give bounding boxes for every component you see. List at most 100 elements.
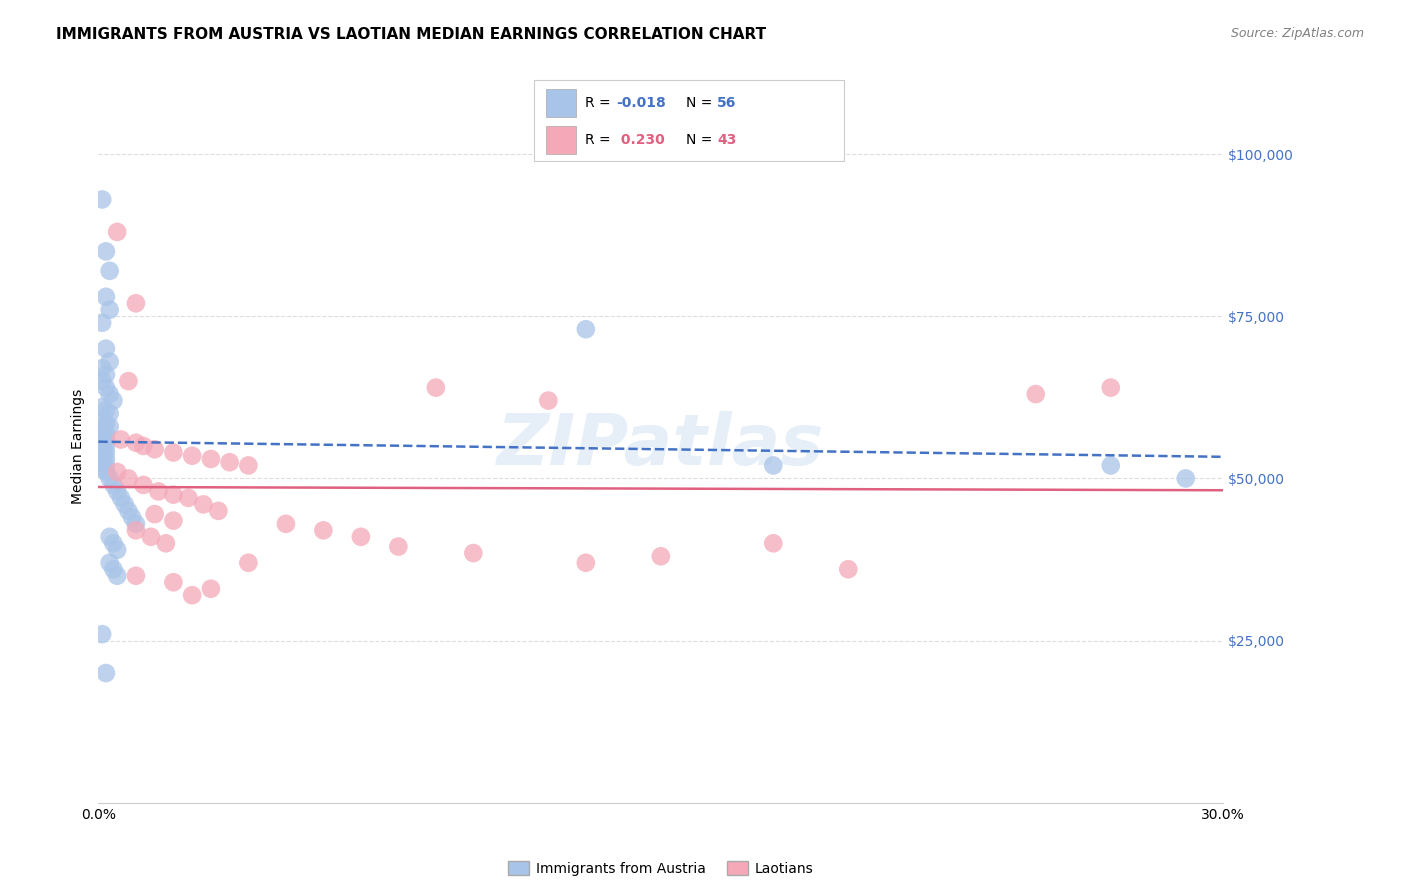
Point — [91, 423, 114, 437]
Point — [125, 516, 148, 531]
Point — [98, 419, 121, 434]
Point — [132, 478, 155, 492]
Point — [98, 556, 121, 570]
Point — [94, 452, 117, 467]
Point — [94, 403, 117, 417]
Point — [117, 471, 139, 485]
Point — [103, 562, 125, 576]
Point — [155, 536, 177, 550]
Point — [91, 449, 114, 463]
Point — [91, 455, 114, 469]
Point — [207, 504, 229, 518]
Point — [193, 497, 215, 511]
Text: N =: N = — [686, 96, 717, 110]
Point — [238, 458, 260, 473]
Point — [91, 429, 114, 443]
Point — [105, 484, 128, 499]
Point — [94, 458, 117, 473]
Point — [91, 316, 114, 330]
Point — [91, 193, 114, 207]
Point — [312, 524, 335, 538]
Point — [162, 488, 184, 502]
Point — [94, 666, 117, 681]
Point — [94, 445, 117, 459]
Point — [143, 507, 166, 521]
Point — [200, 582, 222, 596]
Point — [1174, 471, 1197, 485]
Point — [94, 381, 117, 395]
Point — [117, 504, 139, 518]
Point — [103, 536, 125, 550]
Point — [91, 450, 114, 465]
Point — [1099, 458, 1122, 473]
Point — [91, 413, 114, 427]
Y-axis label: Median Earnings: Median Earnings — [70, 388, 84, 504]
Point — [110, 433, 132, 447]
Point — [91, 461, 114, 475]
Point — [181, 449, 204, 463]
Point — [91, 442, 114, 457]
Point — [94, 417, 117, 431]
Point — [132, 439, 155, 453]
Point — [117, 374, 139, 388]
Point — [181, 588, 204, 602]
Point — [350, 530, 373, 544]
Point — [200, 452, 222, 467]
Point — [91, 435, 114, 450]
Point — [425, 381, 447, 395]
Point — [837, 562, 859, 576]
Point — [125, 524, 148, 538]
Point — [94, 425, 117, 440]
Point — [1025, 387, 1047, 401]
Point — [274, 516, 297, 531]
Point — [148, 484, 170, 499]
Point — [94, 433, 117, 447]
Text: -0.018: -0.018 — [616, 96, 665, 110]
Text: 56: 56 — [717, 96, 737, 110]
Point — [650, 549, 672, 564]
Point — [98, 387, 121, 401]
Point — [91, 374, 114, 388]
Point — [94, 465, 117, 479]
Point — [94, 290, 117, 304]
Point — [575, 322, 598, 336]
Point — [98, 264, 121, 278]
Point — [218, 455, 240, 469]
Point — [537, 393, 560, 408]
Point — [114, 497, 136, 511]
Text: IMMIGRANTS FROM AUSTRIA VS LAOTIAN MEDIAN EARNINGS CORRELATION CHART: IMMIGRANTS FROM AUSTRIA VS LAOTIAN MEDIA… — [56, 27, 766, 42]
Point — [98, 302, 121, 317]
Point — [105, 225, 128, 239]
Point — [162, 575, 184, 590]
Text: ZIPatlas: ZIPatlas — [498, 411, 824, 481]
Point — [91, 447, 114, 461]
Text: N =: N = — [686, 133, 717, 147]
Point — [1099, 381, 1122, 395]
Point — [91, 400, 114, 414]
Point — [387, 540, 409, 554]
Point — [91, 627, 114, 641]
Point — [139, 530, 162, 544]
Point — [94, 244, 117, 259]
Point — [98, 471, 121, 485]
Legend: Immigrants from Austria, Laotians: Immigrants from Austria, Laotians — [503, 855, 818, 881]
Point — [94, 368, 117, 382]
Text: R =: R = — [585, 96, 614, 110]
Point — [125, 568, 148, 582]
Point — [162, 445, 184, 459]
Point — [103, 478, 125, 492]
Text: 0.230: 0.230 — [616, 133, 665, 147]
Point — [91, 361, 114, 376]
Point — [762, 458, 785, 473]
Point — [110, 491, 132, 505]
Point — [177, 491, 200, 505]
Text: Source: ZipAtlas.com: Source: ZipAtlas.com — [1230, 27, 1364, 40]
Point — [162, 514, 184, 528]
Point — [98, 407, 121, 421]
Point — [463, 546, 485, 560]
Point — [143, 442, 166, 457]
Point — [98, 354, 121, 368]
Point — [105, 568, 128, 582]
Point — [98, 530, 121, 544]
Text: R =: R = — [585, 133, 614, 147]
